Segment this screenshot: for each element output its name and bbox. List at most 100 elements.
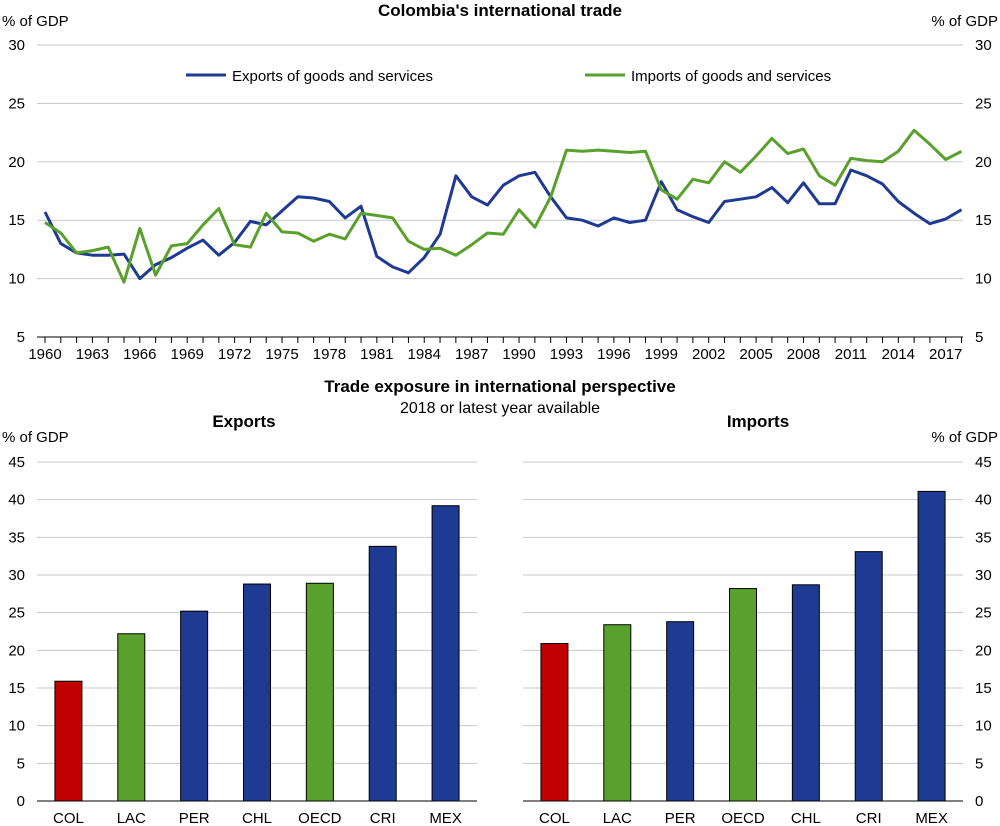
y-tick-label: 5 [975, 329, 983, 346]
y-tick-label: 40 [8, 492, 25, 509]
y-tick-label: 30 [975, 37, 992, 54]
imports-chart-title: Imports [727, 412, 789, 431]
x-tick-label: 1996 [597, 346, 630, 363]
x-tick-label: OECD [298, 810, 342, 826]
x-tick-label: 1978 [313, 346, 346, 363]
y-tick-label: 30 [975, 567, 992, 584]
x-tick-label: 1960 [28, 346, 61, 363]
x-tick-label: 1993 [550, 346, 583, 363]
bar-mex [431, 505, 460, 802]
bar-col [54, 680, 83, 802]
y-tick-label: 25 [8, 605, 25, 622]
y-tick-label: 15 [8, 212, 25, 229]
exports-bar-chart: Exports % of GDP 0 5 10 15 20 25 30 35 40 45 COL L… [2, 412, 477, 826]
y-tick-label: 10 [8, 271, 25, 288]
line-chart: Colombia's international trade % of GDP … [2, 1, 998, 363]
y-tick-label: 25 [975, 605, 992, 622]
imports-bar-chart: Imports % of GDP 0 5 10 15 20 25 30 35 40 45 COL L… [523, 412, 998, 826]
line-chart-y-ticks-right: 5 10 15 20 25 30 [975, 37, 992, 346]
imports-chart-y-ticks: 0 5 10 15 20 25 30 35 40 45 [975, 454, 992, 810]
y-tick-label: 35 [975, 529, 992, 546]
bar-mex [917, 490, 946, 802]
x-tick-label: 1981 [360, 346, 393, 363]
x-tick-label: 1984 [408, 346, 441, 363]
line-chart-legend: Exports of goods and services Imports of… [186, 68, 831, 85]
x-tick-label: 1963 [76, 346, 109, 363]
y-tick-label: 5 [975, 755, 983, 772]
x-tick-label: 1966 [123, 346, 156, 363]
y-tick-label: 45 [975, 454, 992, 471]
exports-chart-title: Exports [212, 412, 275, 431]
x-tick-label: MEX [915, 810, 948, 826]
exports-chart-bars [54, 505, 460, 802]
exports-line [43, 168, 963, 281]
x-tick-label: OECD [721, 810, 765, 826]
x-tick-label: 1999 [645, 346, 678, 363]
y-tick-label: 20 [8, 154, 25, 171]
y-tick-label: 15 [975, 212, 992, 229]
line-chart-left-unit: % of GDP [2, 13, 69, 30]
imports-line [44, 128, 963, 284]
line-chart-y-ticks-left: 5 10 15 20 25 30 [8, 37, 25, 346]
x-tick-label: 1972 [218, 346, 251, 363]
y-tick-label: 5 [17, 329, 25, 346]
bar-col [540, 643, 569, 802]
y-tick-label: 25 [975, 95, 992, 112]
exports-chart-x-ticks: COL LAC PER CHL OECD CRI MEX [53, 810, 462, 826]
y-tick-label: 15 [8, 680, 25, 697]
x-tick-label: CRI [856, 810, 882, 826]
y-tick-label: 0 [17, 793, 25, 810]
y-tick-label: 30 [8, 567, 25, 584]
x-tick-label: PER [179, 810, 210, 826]
x-tick-label: LAC [117, 810, 146, 826]
line-chart-x-ticks: 1960 1963 1966 1969 1972 1975 1978 1981 1984 1987… [28, 337, 962, 363]
x-tick-label: PER [665, 810, 696, 826]
x-tick-label: CHL [791, 810, 821, 826]
x-tick-label: 1975 [265, 346, 298, 363]
x-tick-label: 1987 [455, 346, 488, 363]
y-tick-label: 45 [8, 454, 25, 471]
bar-oecd [305, 582, 334, 802]
x-tick-label: 2014 [882, 346, 915, 363]
x-tick-label: LAC [603, 810, 632, 826]
x-tick-label: 2011 [835, 346, 867, 363]
x-tick-label: COL [539, 810, 570, 826]
bar-chl [791, 584, 820, 802]
line-chart-title: Colombia's international trade [378, 1, 622, 20]
y-tick-label: 30 [8, 37, 25, 54]
bar-lac [117, 633, 146, 802]
y-tick-label: 10 [975, 271, 992, 288]
line-chart-gridlines [37, 44, 963, 280]
bar-per [666, 621, 695, 802]
panel2-title: Trade exposure in international perspect… [324, 377, 675, 396]
x-tick-label: 2002 [692, 346, 725, 363]
x-tick-label: 1990 [502, 346, 535, 363]
x-tick-label: 2017 [929, 346, 962, 363]
exports-chart-unit: % of GDP [2, 429, 69, 446]
y-tick-label: 35 [8, 529, 25, 546]
panel2-subtitle: 2018 or latest year available [400, 400, 600, 417]
x-tick-label: 1969 [171, 346, 204, 363]
y-tick-label: 10 [8, 718, 25, 735]
y-tick-label: 0 [975, 793, 983, 810]
x-tick-label: 2008 [787, 346, 820, 363]
legend-label-imports: Imports of goods and services [631, 68, 831, 85]
bar-oecd [729, 588, 757, 802]
y-tick-label: 5 [17, 755, 25, 772]
x-tick-label: CHL [242, 810, 272, 826]
bar-cri [368, 545, 397, 802]
imports-chart-x-ticks: COL LAC PER OECD CHL CRI MEX [539, 810, 948, 826]
y-tick-label: 25 [8, 95, 25, 112]
y-tick-label: 15 [975, 680, 992, 697]
y-tick-label: 20 [975, 154, 992, 171]
bar-chl [243, 583, 271, 802]
exports-chart-gridlines [37, 461, 477, 764]
x-tick-label: 2005 [739, 346, 772, 363]
x-tick-label: COL [53, 810, 84, 826]
imports-chart-gridlines [523, 461, 963, 764]
imports-chart-unit: % of GDP [931, 429, 998, 446]
x-tick-label: MEX [429, 810, 462, 826]
y-tick-label: 10 [975, 718, 992, 735]
bar-per [180, 610, 209, 802]
